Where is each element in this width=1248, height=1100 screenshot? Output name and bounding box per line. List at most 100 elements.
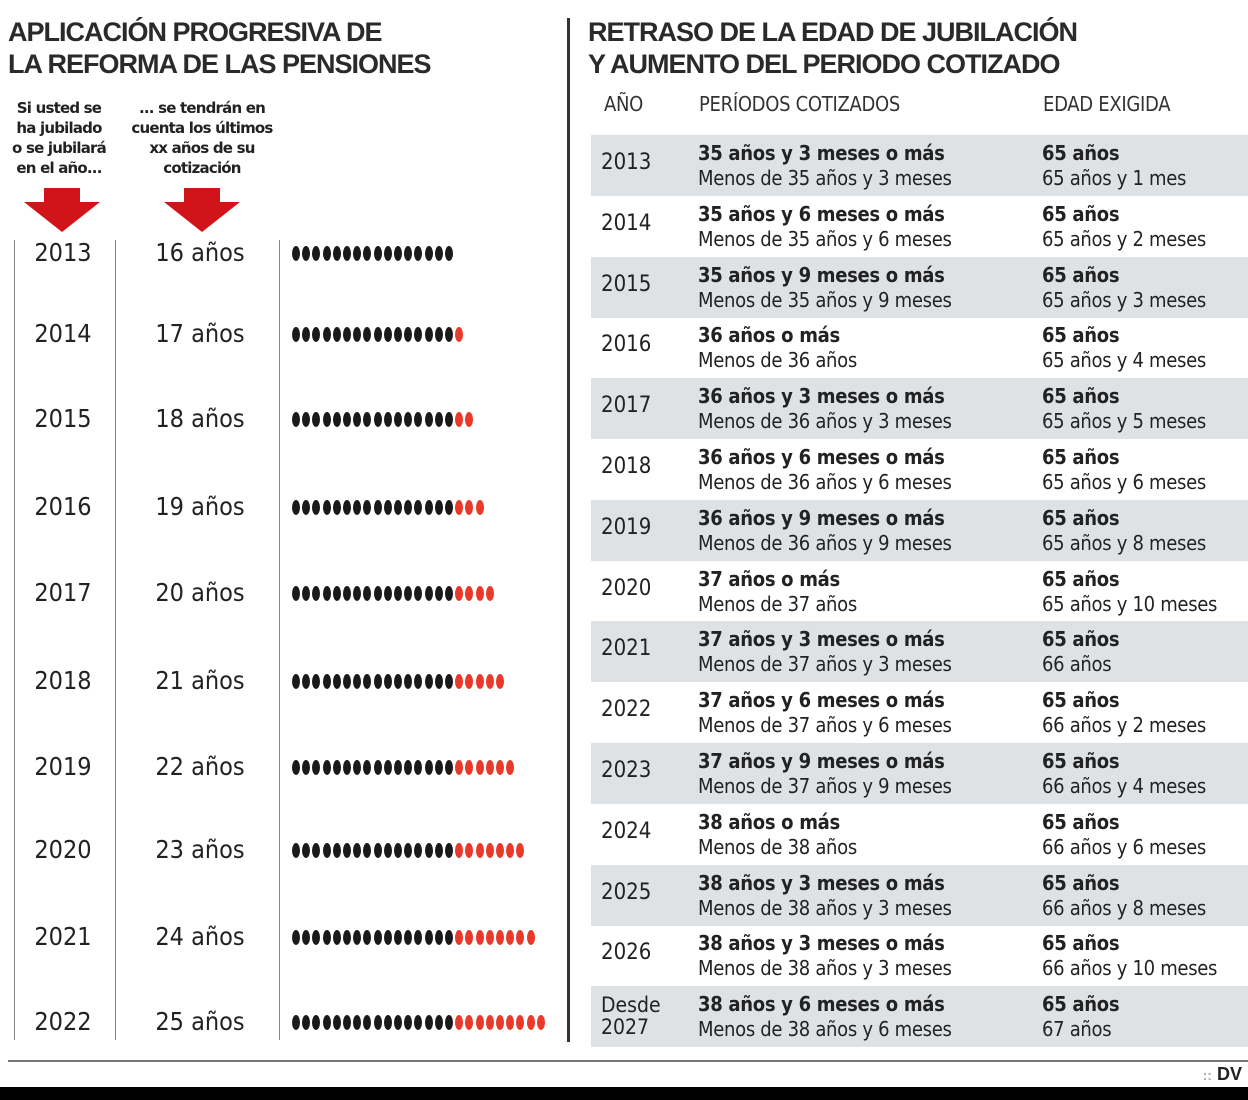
dot-base bbox=[343, 327, 351, 342]
dot-base bbox=[404, 586, 413, 601]
dot-base bbox=[343, 760, 351, 775]
dot-row: 2019 22 años bbox=[0, 752, 560, 792]
age-required: 65 años y 10 meses bbox=[1042, 591, 1218, 616]
dot-added bbox=[496, 674, 504, 689]
dot-base bbox=[394, 843, 402, 858]
logo-text: DV bbox=[1216, 1064, 1242, 1084]
dot-base bbox=[394, 412, 402, 427]
cell-age: 65 años 65 años y 4 meses bbox=[1042, 323, 1206, 373]
age-full: 65 años bbox=[1042, 931, 1120, 956]
row-year: 2017 bbox=[34, 578, 92, 607]
age-full: 65 años bbox=[1042, 201, 1120, 226]
dot-row: 2022 25 años bbox=[0, 1007, 560, 1047]
period-less: Menos de 35 años y 3 meses bbox=[698, 166, 952, 190]
age-full: 65 años bbox=[1042, 749, 1120, 773]
dot-base bbox=[322, 412, 331, 427]
dot-base bbox=[292, 930, 300, 945]
row-years-counted: 25 años bbox=[155, 1007, 245, 1036]
age-full: 65 años bbox=[1042, 323, 1120, 348]
cell-periods: 37 años y 6 meses o más Menos de 37 años … bbox=[698, 688, 952, 738]
dot-base bbox=[424, 1015, 433, 1030]
row-years-counted: 19 años bbox=[155, 492, 245, 521]
dot-base bbox=[424, 930, 433, 945]
dot-base bbox=[312, 930, 321, 945]
table-row: 2015 35 años y 9 meses o más Menos de 35 … bbox=[591, 256, 1248, 318]
dot-base bbox=[363, 930, 372, 945]
dot-added bbox=[526, 1015, 535, 1030]
dot-base bbox=[424, 246, 433, 261]
dot-base bbox=[404, 412, 413, 427]
dot-base bbox=[434, 930, 443, 945]
dot-added bbox=[475, 930, 484, 945]
cell-year: Desde 2027 bbox=[601, 993, 661, 1040]
hint-line: cuenta los últimos bbox=[131, 119, 273, 137]
row-years-counted: 22 años bbox=[155, 752, 245, 781]
dot-added bbox=[506, 760, 515, 775]
dot-base bbox=[404, 500, 413, 515]
cell-year: 2023 bbox=[601, 758, 652, 783]
table-row: Desde 2027 38 años y 6 meses o más Menos … bbox=[591, 986, 1248, 1048]
cell-periods: 37 años y 9 meses o más Menos de 37 años … bbox=[698, 749, 952, 799]
period-min: 36 años y 3 meses o más bbox=[698, 384, 945, 409]
dot-base bbox=[343, 674, 351, 689]
dot-base bbox=[414, 843, 423, 858]
age-full: 65 años bbox=[1042, 566, 1120, 591]
period-less: Menos de 38 años y 3 meses bbox=[698, 956, 952, 981]
dot-base bbox=[434, 760, 443, 775]
cell-age: 65 años 65 años y 1 mes bbox=[1042, 141, 1186, 191]
table-row: 2020 37 años o más Menos de 37 años 65 añ… bbox=[591, 561, 1248, 622]
age-required: 65 años y 5 meses bbox=[1042, 409, 1206, 434]
header-year: AÑO bbox=[604, 92, 644, 116]
column-line bbox=[14, 240, 15, 1040]
dot-base bbox=[445, 500, 453, 515]
row-years-counted: 24 años bbox=[155, 922, 245, 951]
dot-added bbox=[455, 412, 464, 427]
age-required: 65 años y 3 meses bbox=[1042, 287, 1206, 312]
dot-base bbox=[383, 500, 392, 515]
table-row: 2016 36 años o más Menos de 36 años 65 añ… bbox=[591, 317, 1248, 378]
cell-periods: 35 años y 6 meses o más Menos de 35 años … bbox=[698, 202, 952, 252]
cell-year: 2022 bbox=[601, 697, 652, 723]
row-year: 2020 bbox=[34, 835, 92, 864]
dot-base bbox=[424, 500, 433, 515]
header-periods: PERÍODOS COTIZADOS bbox=[699, 92, 901, 116]
row-years-counted: 17 años bbox=[155, 319, 245, 348]
dot-base bbox=[343, 1015, 351, 1030]
dot-base bbox=[292, 586, 300, 601]
dot-base bbox=[445, 586, 453, 601]
dot-added bbox=[496, 930, 504, 945]
dot-base bbox=[373, 760, 382, 775]
age-required: 66 años y 10 meses bbox=[1042, 956, 1218, 981]
period-min: 35 años y 9 meses o más bbox=[698, 262, 945, 287]
dot-row: 2016 19 años bbox=[0, 492, 560, 532]
dot-base bbox=[445, 246, 453, 261]
left-title: APLICACIÓN PROGRESIVA DE LA REFORMA DE L… bbox=[8, 16, 432, 80]
period-less: Menos de 35 años y 9 meses bbox=[698, 287, 952, 312]
cell-year: 2026 bbox=[601, 940, 652, 966]
dot-base bbox=[302, 327, 311, 342]
logo: :: DV bbox=[1202, 1064, 1242, 1084]
dot-base bbox=[434, 586, 443, 601]
age-full: 65 años bbox=[1042, 505, 1120, 530]
period-min: 35 años y 6 meses o más bbox=[698, 201, 945, 226]
dot-added bbox=[455, 327, 464, 342]
hint-years: ... se tendrán en cuenta los últimos xx … bbox=[120, 98, 284, 178]
dot-base bbox=[332, 843, 341, 858]
dot-base bbox=[383, 586, 392, 601]
dot-added bbox=[485, 843, 494, 858]
table-row: 2023 37 años y 9 meses o más Menos de 37 … bbox=[591, 743, 1248, 804]
dot-base bbox=[404, 674, 413, 689]
dot-added bbox=[485, 760, 494, 775]
dot-base bbox=[363, 412, 372, 427]
dot-base bbox=[302, 586, 311, 601]
dot-added bbox=[485, 586, 494, 601]
age-required: 66 años y 2 meses bbox=[1042, 713, 1206, 738]
cell-age: 65 años 67 años bbox=[1042, 992, 1120, 1042]
dot-base bbox=[424, 586, 433, 601]
dot-row: 2015 18 años bbox=[0, 404, 560, 444]
dot-base bbox=[414, 760, 423, 775]
dot-base bbox=[424, 412, 433, 427]
period-min: 36 años o más bbox=[698, 323, 840, 348]
cell-age: 65 años 65 años y 3 meses bbox=[1042, 263, 1206, 313]
dot-base bbox=[322, 930, 331, 945]
